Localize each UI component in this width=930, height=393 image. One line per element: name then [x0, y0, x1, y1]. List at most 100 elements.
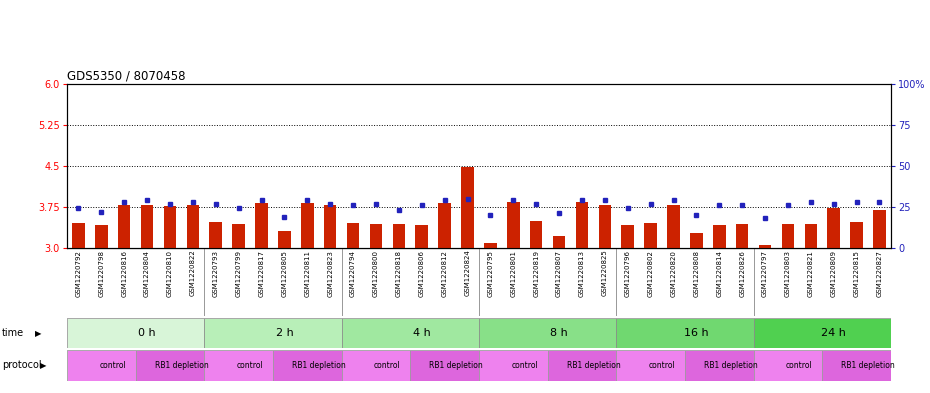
Text: 24 h: 24 h — [821, 328, 846, 338]
Text: ▶: ▶ — [40, 361, 46, 370]
Text: control: control — [786, 361, 813, 370]
Text: protocol: protocol — [2, 360, 42, 371]
Bar — [278, 231, 291, 248]
Bar — [67, 350, 136, 381]
Bar — [232, 224, 245, 248]
Bar — [759, 245, 771, 248]
Bar — [272, 350, 341, 381]
Text: GSM1220827: GSM1220827 — [876, 250, 883, 297]
Bar — [67, 350, 891, 381]
Bar — [410, 350, 479, 381]
Bar — [205, 350, 272, 381]
Text: GSM1220819: GSM1220819 — [533, 250, 539, 297]
Text: control: control — [237, 361, 263, 370]
Text: GSM1220815: GSM1220815 — [854, 250, 859, 297]
Text: GSM1220805: GSM1220805 — [282, 250, 287, 297]
Text: GSM1220807: GSM1220807 — [556, 250, 562, 297]
Bar — [617, 350, 684, 381]
Text: GSM1220821: GSM1220821 — [808, 250, 814, 297]
Text: GSM1220812: GSM1220812 — [442, 250, 447, 297]
Text: 4 h: 4 h — [413, 328, 431, 338]
Bar — [347, 222, 359, 248]
Bar — [95, 225, 108, 248]
Text: GSM1220802: GSM1220802 — [647, 250, 654, 297]
Bar — [341, 350, 410, 381]
Text: control: control — [374, 361, 401, 370]
Text: 0 h: 0 h — [139, 328, 156, 338]
Bar — [118, 205, 130, 248]
Bar — [324, 205, 337, 248]
Bar — [301, 203, 313, 248]
Text: control: control — [649, 361, 675, 370]
Text: RB1 depletion: RB1 depletion — [566, 361, 620, 370]
Text: 2 h: 2 h — [275, 328, 293, 338]
Bar — [341, 318, 479, 348]
Text: RB1 depletion: RB1 depletion — [154, 361, 208, 370]
Bar — [621, 225, 634, 248]
Bar — [822, 350, 891, 381]
Bar — [690, 233, 703, 248]
Text: GSM1220808: GSM1220808 — [694, 250, 699, 297]
Text: ▶: ▶ — [35, 329, 42, 338]
Bar — [667, 205, 680, 248]
Text: GSM1220817: GSM1220817 — [259, 250, 264, 297]
Text: GSM1220795: GSM1220795 — [487, 250, 494, 297]
Bar — [369, 224, 382, 248]
Bar — [684, 350, 753, 381]
Text: GSM1220793: GSM1220793 — [213, 250, 219, 297]
Text: time: time — [2, 328, 24, 338]
Bar — [140, 205, 153, 248]
Bar — [804, 224, 817, 248]
Text: GSM1220804: GSM1220804 — [144, 250, 150, 297]
Text: GSM1220811: GSM1220811 — [304, 250, 311, 297]
Bar — [873, 209, 885, 248]
Text: GSM1220824: GSM1220824 — [464, 250, 471, 296]
Text: GSM1220810: GSM1220810 — [167, 250, 173, 297]
Text: GSM1220794: GSM1220794 — [350, 250, 356, 297]
Bar — [507, 202, 520, 248]
Bar — [479, 318, 617, 348]
Text: GSM1220799: GSM1220799 — [235, 250, 242, 297]
Bar — [485, 243, 497, 248]
Bar — [205, 318, 341, 348]
Bar — [713, 225, 725, 248]
Text: 8 h: 8 h — [551, 328, 568, 338]
Text: GSM1220798: GSM1220798 — [99, 250, 104, 297]
Bar — [753, 318, 891, 348]
Text: GSM1220825: GSM1220825 — [602, 250, 608, 296]
Text: GSM1220809: GSM1220809 — [830, 250, 837, 297]
Bar — [753, 350, 822, 381]
Bar — [164, 206, 177, 248]
Bar — [599, 205, 611, 248]
Bar — [828, 208, 840, 248]
Text: GSM1220792: GSM1220792 — [75, 250, 82, 297]
Bar — [392, 224, 405, 248]
Text: RB1 depletion: RB1 depletion — [292, 361, 346, 370]
Bar — [416, 225, 428, 248]
Bar — [617, 318, 753, 348]
Bar — [461, 167, 473, 248]
Text: RB1 depletion: RB1 depletion — [704, 361, 758, 370]
Bar — [850, 222, 863, 248]
Text: RB1 depletion: RB1 depletion — [429, 361, 483, 370]
Text: GSM1220820: GSM1220820 — [671, 250, 676, 297]
Bar — [73, 223, 85, 248]
Bar — [781, 224, 794, 248]
Text: GSM1220801: GSM1220801 — [511, 250, 516, 297]
Bar — [187, 205, 199, 248]
Bar — [644, 222, 657, 248]
Text: GSM1220806: GSM1220806 — [418, 250, 425, 297]
Bar — [530, 221, 542, 248]
Text: GSM1220803: GSM1220803 — [785, 250, 790, 297]
Text: GSM1220816: GSM1220816 — [121, 250, 127, 297]
Text: GSM1220814: GSM1220814 — [716, 250, 723, 297]
Text: RB1 depletion: RB1 depletion — [841, 361, 895, 370]
Bar — [67, 318, 891, 348]
Bar — [209, 222, 222, 248]
Text: GSM1220813: GSM1220813 — [579, 250, 585, 297]
Bar — [548, 350, 617, 381]
Bar — [67, 318, 205, 348]
Text: GSM1220818: GSM1220818 — [396, 250, 402, 297]
Bar — [136, 350, 205, 381]
Text: GSM1220800: GSM1220800 — [373, 250, 379, 297]
